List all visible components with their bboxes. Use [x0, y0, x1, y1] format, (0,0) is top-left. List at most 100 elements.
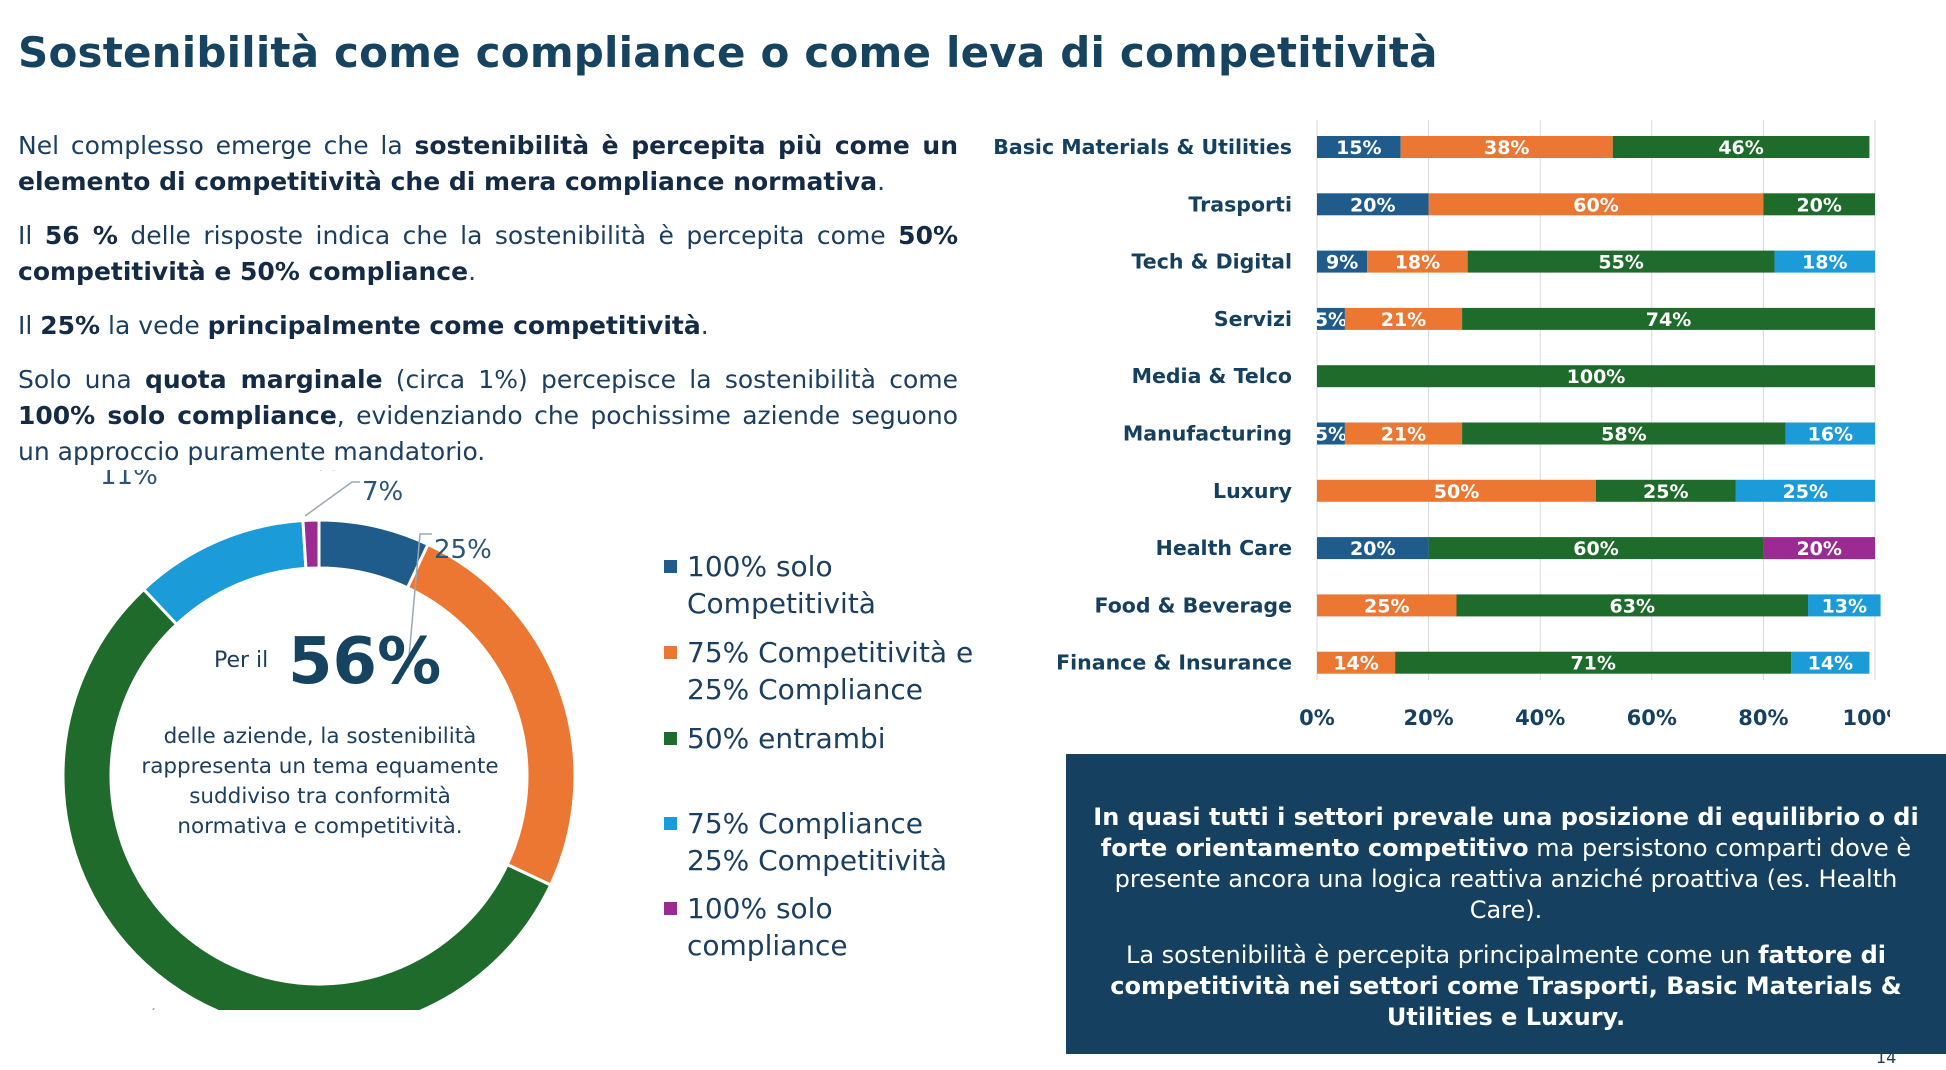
category-label: Luxury [1213, 479, 1292, 503]
bar-value-label: 21% [1381, 424, 1426, 446]
category-label: Manufacturing [1123, 422, 1292, 446]
x-tick-label: 20% [1403, 706, 1453, 730]
bar-value-label: 14% [1808, 653, 1853, 675]
intro-p4-e: , evidenziando che pochissime aziende se… [18, 401, 958, 466]
category-label: Basic Materials & Utilities [993, 135, 1292, 159]
intro-p3-e: . [700, 311, 709, 340]
bar-segment [1317, 479, 1596, 502]
bar-segment [1596, 479, 1736, 502]
intro-p2-b: 56 % [44, 221, 118, 250]
x-tick-label: 40% [1515, 706, 1565, 730]
bar-segment [1774, 250, 1875, 273]
bar-value-label: 18% [1395, 252, 1440, 274]
legend-label: 100% solo compliance [687, 892, 848, 962]
bar-segment [1395, 651, 1792, 674]
intro-p3-c: la vede [100, 311, 208, 340]
intro-p2-c: delle risposte indica che la sostenibili… [117, 221, 899, 250]
donut-value-label: 1% [298, 470, 339, 477]
bar-value-label: 21% [1381, 309, 1426, 331]
bar-segment [1467, 250, 1775, 273]
intro-p4-b: quota marginale [144, 365, 383, 394]
bar-segment [1317, 365, 1875, 388]
legend-item-solo-compliance: 100% solo compliance [664, 890, 977, 964]
bar-value-label: 58% [1601, 424, 1646, 446]
callout-p2-bold: fattore di competitività nei settori com… [1110, 941, 1902, 1031]
bar-value-label: 25% [1364, 595, 1409, 617]
callout-p1-rest: ma persistono comparti dove è presente a… [1114, 834, 1912, 924]
legend-swatch [664, 560, 677, 573]
legend-item-75-competitivita: 75% Competitività e 25% Compliance [664, 634, 977, 708]
category-label: Trasporti [1188, 192, 1292, 216]
intro-p2-a: Il [18, 221, 45, 250]
intro-p1-c: . [877, 167, 886, 196]
bar-value-label: 46% [1718, 137, 1763, 159]
bar-value-label: 5% [1315, 424, 1347, 446]
bar-segment [1428, 537, 1764, 560]
legend-swatch [664, 646, 677, 659]
bar-segment [1317, 193, 1429, 216]
bar-value-label: 38% [1484, 137, 1529, 159]
bar-value-label: 50% [1434, 481, 1479, 503]
bar-value-label: 5% [1315, 309, 1347, 331]
bar-value-label: 15% [1336, 137, 1381, 159]
intro-p1-a: Nel complesso emerge che la [18, 131, 415, 160]
bar-segment [1808, 594, 1881, 617]
x-tick-label: 100% [1843, 706, 1890, 730]
bar-segment [1763, 193, 1875, 216]
bar-segment [1785, 422, 1875, 445]
bar-segment [1612, 136, 1870, 158]
bar-value-label: 100% [1567, 366, 1626, 388]
bar-value-label: 71% [1570, 653, 1615, 675]
sector-stacked-bar-chart: 0% 20% 40% 60% 80% 100% Basic Materials & Util… [993, 120, 1890, 730]
intro-p1-b: sostenibilità è percepita più come un el… [18, 131, 958, 196]
bar-segment [1317, 422, 1345, 445]
intro-paragraph-3: Il 25% la vede principalmente come compe… [18, 308, 958, 344]
intro-p4-c: (circa 1%) percepisce la sostenibilità c… [382, 365, 958, 394]
bar-value-label: 25% [1643, 481, 1688, 503]
legend-label: 100% solo Competitività [687, 550, 876, 620]
legend-label: 75% Competitività e 25% Compliance [687, 636, 974, 706]
donut-center-value: 56% [288, 625, 442, 699]
bar-value-label: 13% [1822, 595, 1867, 617]
donut-slice [61, 587, 553, 1010]
leader-line [152, 1007, 155, 1010]
bar-segment [1344, 307, 1463, 330]
bar-value-label: 60% [1573, 194, 1618, 216]
bar-segment [1763, 537, 1875, 560]
intro-p4-d: 100% solo compliance [18, 401, 337, 430]
legend-swatch [664, 902, 677, 915]
intro-p2-e: . [468, 257, 477, 286]
category-label: Servizi [1214, 307, 1292, 331]
donut-center-prefix: Per il [214, 648, 269, 673]
bar-segment [1317, 594, 1457, 617]
bar-value-label: 14% [1333, 653, 1378, 675]
x-tick-label: 60% [1627, 706, 1677, 730]
donut-slice [141, 518, 308, 627]
category-label: Finance & Insurance [1056, 651, 1292, 675]
category-label: Food & Beverage [1095, 593, 1292, 617]
bar-segment [1462, 422, 1786, 445]
intro-paragraph-2: Il 56 % delle risposte indica che la sos… [18, 218, 958, 290]
bar-segment [1428, 193, 1764, 216]
x-tick-label: 80% [1738, 706, 1788, 730]
leader-line [304, 481, 360, 517]
bar-value-label: 9% [1326, 252, 1358, 274]
bar-value-label: 20% [1796, 194, 1841, 216]
bar-value-label: 63% [1610, 595, 1655, 617]
bar-segment [1791, 651, 1870, 674]
bar-value-label: 60% [1573, 538, 1618, 560]
callout-p1-bold: In quasi tutti i settori prevale una pos… [1093, 803, 1919, 862]
donut-value-label: 25% [434, 535, 492, 565]
intro-p3-a: Il [18, 311, 41, 340]
bar-segment [1317, 537, 1429, 560]
bar-segment [1317, 250, 1368, 273]
bar-segment [1456, 594, 1809, 617]
callout-box: In quasi tutti i settori prevale una pos… [1066, 754, 1946, 1054]
bar-segment [1735, 479, 1875, 502]
legend-label: 75% Compliance 25% Competitività [687, 807, 948, 877]
donut-chart: 7% 25% 56% 11% 1% [61, 470, 577, 1010]
bar-value-label: 18% [1802, 252, 1847, 274]
bar-segment [1317, 136, 1401, 158]
bar-segment [1367, 250, 1468, 273]
bar-value-label: 16% [1808, 424, 1853, 446]
